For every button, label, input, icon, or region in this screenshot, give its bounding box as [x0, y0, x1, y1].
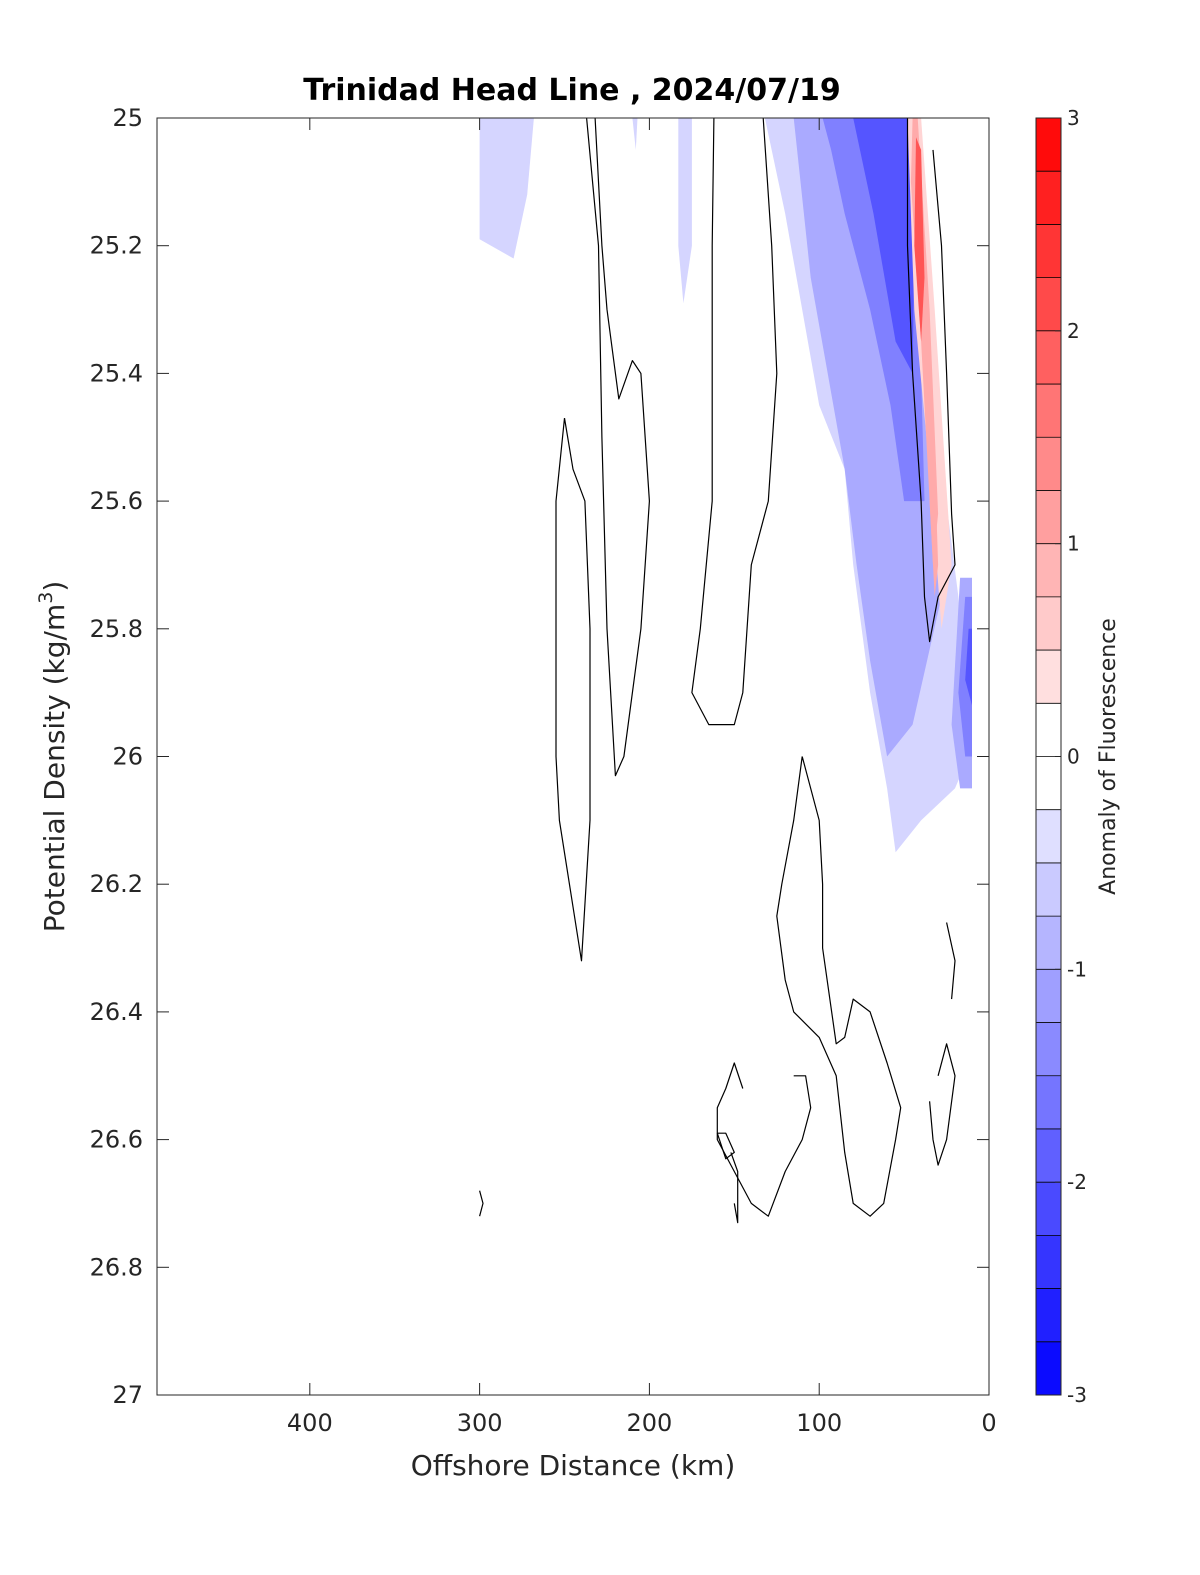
colorbar-band: [1036, 1182, 1061, 1236]
y-tick-label: 27: [112, 1381, 143, 1409]
colorbar-band: [1036, 916, 1061, 970]
zero-contour-line-3: [906, 118, 956, 643]
filled-region-1: [632, 118, 638, 150]
y-tick-label: 25.2: [90, 232, 143, 260]
colorbar-band: [1036, 1288, 1061, 1342]
filled-region-13: [927, 373, 939, 597]
y-tick-label: 26.4: [90, 998, 143, 1026]
x-tick-label: 300: [457, 1409, 503, 1437]
x-tick-label: 400: [287, 1409, 333, 1437]
y-axis-label-base: Potential Density (kg/m: [38, 604, 71, 933]
colorbar-band: [1036, 756, 1061, 810]
colorbar-band: [1036, 969, 1061, 1023]
colorbar-band: [1036, 703, 1061, 757]
colorbar: 3 2 1 0 -1 -2 -3: [1035, 106, 1087, 1407]
colorbar-tick-label: -2: [1067, 1170, 1087, 1194]
y-axis-label-end: ): [38, 581, 71, 592]
filled-region-8: [853, 118, 915, 374]
y-tick-label: 26.8: [90, 1253, 143, 1281]
x-tick-label: 100: [796, 1409, 842, 1437]
colorbar-band: [1036, 650, 1061, 704]
colorbar-tick-label: 3: [1067, 106, 1080, 130]
y-tick-label: 26.2: [90, 870, 143, 898]
filled-region-0: [479, 118, 534, 259]
contour-lines: [479, 118, 956, 1224]
zero-contour-line-2: [691, 118, 778, 726]
plot-area: 400 300 200 100 0 25 25.2 25.4 25.6 25.8 26 26.2 26…: [90, 104, 997, 1437]
zero-contour-line-6: [716, 1132, 735, 1160]
zero-contour-line-0: [586, 118, 651, 777]
colorbar-band: [1036, 118, 1061, 172]
colorbar-band: [1036, 490, 1061, 544]
colorbar-band: [1036, 171, 1061, 225]
zero-contour-line-9: [929, 1043, 956, 1166]
colorbar-band: [1036, 277, 1061, 331]
y-tick-label: 25: [112, 104, 143, 132]
zero-contour-line-7: [730, 1152, 739, 1224]
zero-contour-line-1: [555, 418, 591, 962]
colorbar-tick-label: -1: [1067, 957, 1087, 981]
x-tick-label: 200: [627, 1409, 673, 1437]
colorbar-band: [1036, 384, 1061, 438]
colorbar-band: [1036, 330, 1061, 385]
colorbar-band: [1036, 809, 1061, 863]
y-tick-label: 26.6: [90, 1126, 143, 1154]
y-tick-label: 25.4: [90, 359, 143, 387]
colorbar-band: [1036, 224, 1061, 278]
zero-contour-line-8: [479, 1190, 484, 1217]
colorbar-band: [1036, 596, 1061, 651]
filled-region-12: [914, 137, 925, 342]
colorbar-band: [1036, 437, 1061, 491]
y-tick-label: 25.8: [90, 615, 143, 643]
colorbar-tick-label: 0: [1067, 745, 1080, 769]
colorbar-band: [1036, 862, 1061, 917]
zero-contour-line-4: [776, 756, 902, 1217]
colorbar-band: [1036, 1075, 1061, 1129]
colorbar-band: [1036, 543, 1061, 597]
zero-contour-line-5: [716, 1062, 812, 1217]
colorbar-tick-label: 2: [1067, 319, 1080, 343]
y-axis-label-superscript: 3: [35, 592, 57, 604]
filled-region-9: [965, 628, 972, 706]
colorbar-band: [1036, 1235, 1061, 1289]
x-tick-label: 0: [981, 1409, 996, 1437]
colorbar-band: [1036, 1128, 1061, 1183]
y-axis-label: Potential Density (kg/m3): [35, 581, 71, 933]
colorbar-tick-label: -3: [1067, 1383, 1087, 1407]
colorbar-band: [1036, 1022, 1061, 1076]
y-tick-label: 25.6: [90, 487, 143, 515]
colorbar-tick-label: 1: [1067, 532, 1080, 556]
colorbar-label: Anomaly of Fluorescence: [1096, 618, 1121, 895]
zero-contour-line-10: [946, 922, 956, 1000]
y-tick-label: 26: [112, 743, 143, 771]
filled-region-2: [678, 118, 692, 304]
filled-contours: [479, 118, 972, 853]
colorbar-band: [1036, 1341, 1061, 1395]
chart-title: Trinidad Head Line , 2024/07/19: [303, 73, 840, 108]
x-axis: 400 300 200 100 0: [287, 118, 997, 1437]
y-axis: 25 25.2 25.4 25.6 25.8 26 26.2 26.4 26.6 26.8 27: [90, 104, 989, 1409]
x-axis-label: Offshore Distance (km): [411, 1449, 736, 1482]
